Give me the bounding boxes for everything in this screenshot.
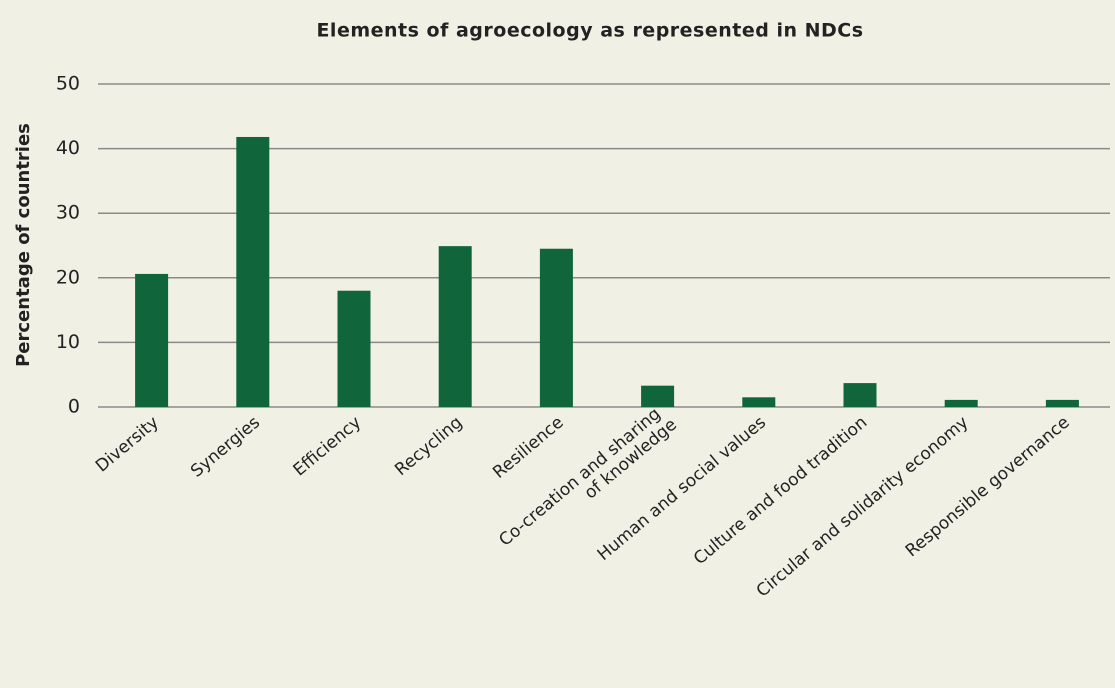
bar	[539, 248, 573, 407]
bar	[843, 383, 877, 407]
y-tick-label: 10	[56, 331, 80, 353]
bar	[1045, 399, 1079, 407]
bar	[438, 246, 472, 407]
y-tick-label: 50	[56, 73, 80, 95]
y-tick-label: 20	[56, 266, 80, 288]
chart-title: Elements of agroecology as represented i…	[316, 20, 863, 42]
y-tick-label: 0	[68, 396, 80, 418]
y-axis-label: Percentage of countries	[13, 123, 34, 367]
y-tick-label: 40	[56, 137, 80, 159]
bar	[641, 385, 675, 407]
bar	[944, 399, 978, 407]
y-tick-label: 30	[56, 202, 80, 224]
bar	[135, 273, 169, 407]
bar	[236, 136, 270, 408]
bar	[337, 290, 371, 407]
bar	[742, 397, 776, 407]
